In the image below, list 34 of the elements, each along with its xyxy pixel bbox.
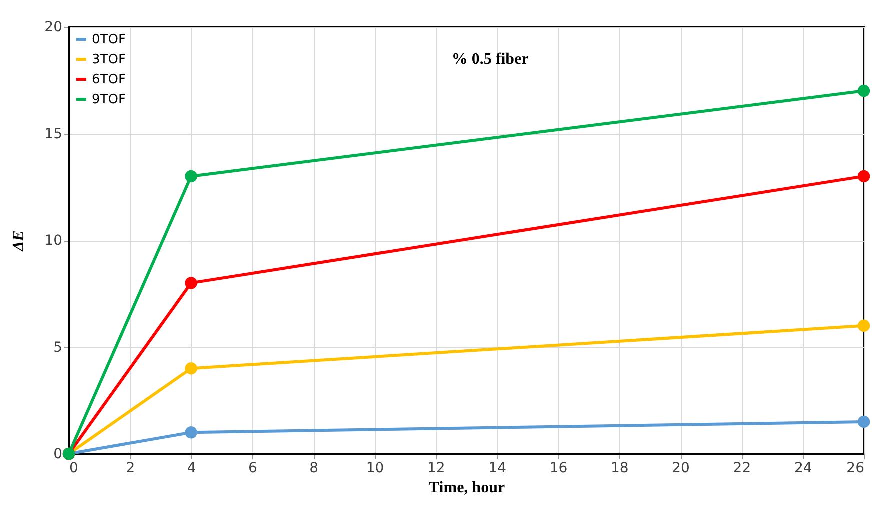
point [185, 277, 198, 290]
x-tick-label: 4 [187, 460, 196, 476]
x-tick-label: 2 [126, 460, 136, 476]
point [858, 320, 870, 332]
x-tick-label: 16 [550, 460, 568, 476]
x-tick-label: 12 [428, 460, 446, 476]
point [858, 416, 870, 428]
x-tick-label: 10 [366, 460, 384, 476]
y-tick-label: 0 [54, 446, 62, 462]
x-tick-label: 14 [488, 460, 507, 476]
x-axis-title: Time, hour [428, 480, 506, 496]
x-tick-label: 18 [610, 460, 629, 476]
legend-label: 9TOF [92, 92, 126, 108]
annotation: % 0.5 fiber [452, 51, 529, 68]
x-tick-label: 8 [310, 460, 319, 476]
x-tick-label: 22 [733, 460, 752, 476]
point [858, 84, 870, 98]
x-tick-label: 6 [248, 460, 258, 476]
y-tick-label: 10 [44, 233, 62, 249]
y-tick-label: 5 [54, 340, 62, 356]
y-axis-title: ΔE [10, 230, 28, 252]
legend-label: 6TOF [92, 72, 126, 88]
point [185, 426, 198, 439]
legend-label: 0TOF [92, 32, 126, 48]
point [185, 170, 198, 183]
x-tick-label: 20 [672, 460, 690, 476]
x-tick-label: 24 [794, 460, 812, 476]
y-tick-label: 15 [44, 126, 62, 142]
x-tick-label: 26 [846, 460, 865, 476]
x-tick-label: 0 [70, 460, 78, 476]
y-tick-label: 20 [44, 20, 62, 36]
legend-label: 3TOF [92, 52, 126, 68]
point [185, 362, 198, 375]
point [858, 170, 870, 183]
